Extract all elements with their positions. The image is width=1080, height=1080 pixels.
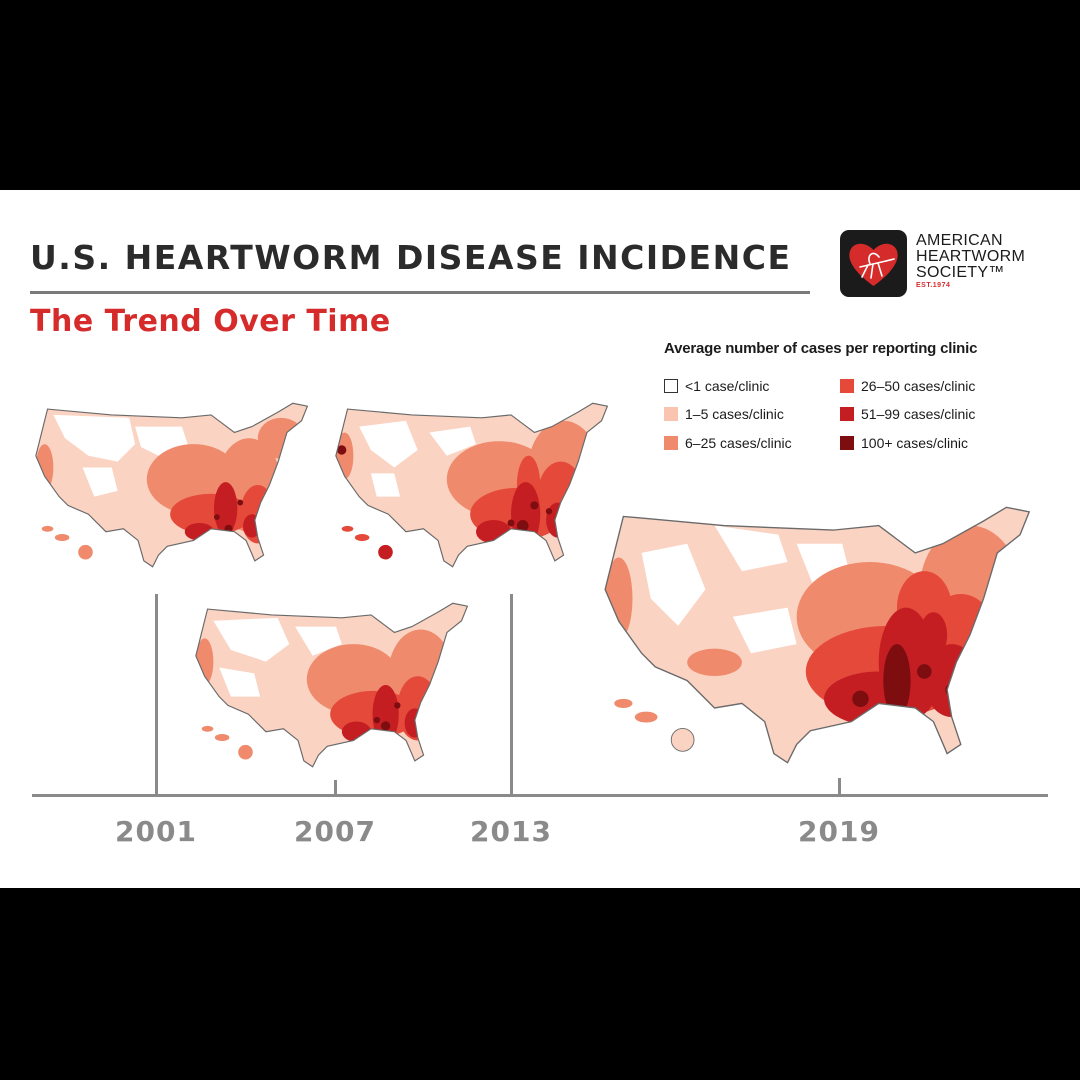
heart-mosquito-icon (840, 230, 907, 297)
legend-swatch (840, 436, 854, 450)
legend-item: 51–99 cases/clinic (840, 404, 975, 424)
infographic-panel: U.S. HEARTWORM DISEASE INCIDENCE The Tre… (0, 190, 1080, 888)
legend-item: 6–25 cases/clinic (664, 433, 792, 453)
legend-title: Average number of cases per reporting cl… (664, 340, 978, 357)
legend-label: 6–25 cases/clinic (685, 435, 792, 451)
logo-text-line: SOCIETY™ (916, 264, 1005, 281)
year-label-2013: 2013 (470, 815, 552, 848)
legend-swatch (664, 436, 678, 450)
legend-swatch (840, 407, 854, 421)
year-label-2001: 2001 (115, 815, 197, 848)
legend-label: 100+ cases/clinic (861, 435, 969, 451)
ahs-logo: AMERICAN HEARTWORM SOCIETY™ EST.1974 (840, 230, 1055, 300)
year-label-2019: 2019 (798, 815, 880, 848)
timeline-tick-2007 (334, 780, 337, 794)
legend-item: 26–50 cases/clinic (840, 376, 975, 396)
logo-established: EST.1974 (916, 282, 951, 289)
legend-label: 51–99 cases/clinic (861, 406, 976, 422)
legend-swatch (664, 379, 678, 393)
page-title: U.S. HEARTWORM DISEASE INCIDENCE (30, 238, 792, 277)
year-label-2007: 2007 (294, 815, 376, 848)
us-map-2019 (604, 506, 1031, 764)
legend-label: 1–5 cases/clinic (685, 406, 784, 422)
legend-item: 100+ cases/clinic (840, 433, 968, 453)
timeline-tick-2013 (510, 594, 513, 794)
us-map-2007 (195, 602, 469, 768)
legend-swatch (664, 407, 678, 421)
us-map-2013 (335, 402, 609, 568)
us-map-2001 (35, 402, 309, 568)
logo-text-line: HEARTWORM (916, 248, 1026, 265)
title-divider (30, 291, 810, 294)
page-subtitle: The Trend Over Time (30, 304, 391, 339)
legend-item: 1–5 cases/clinic (664, 404, 784, 424)
timeline-axis (32, 794, 1048, 797)
legend-label: 26–50 cases/clinic (861, 378, 976, 394)
legend-swatch (840, 379, 854, 393)
timeline-tick-2001 (155, 594, 158, 794)
legend-item: <1 case/clinic (664, 376, 769, 396)
logo-text-line: AMERICAN (916, 232, 1003, 249)
legend-label: <1 case/clinic (685, 378, 770, 394)
timeline-tick-2019 (838, 778, 841, 794)
